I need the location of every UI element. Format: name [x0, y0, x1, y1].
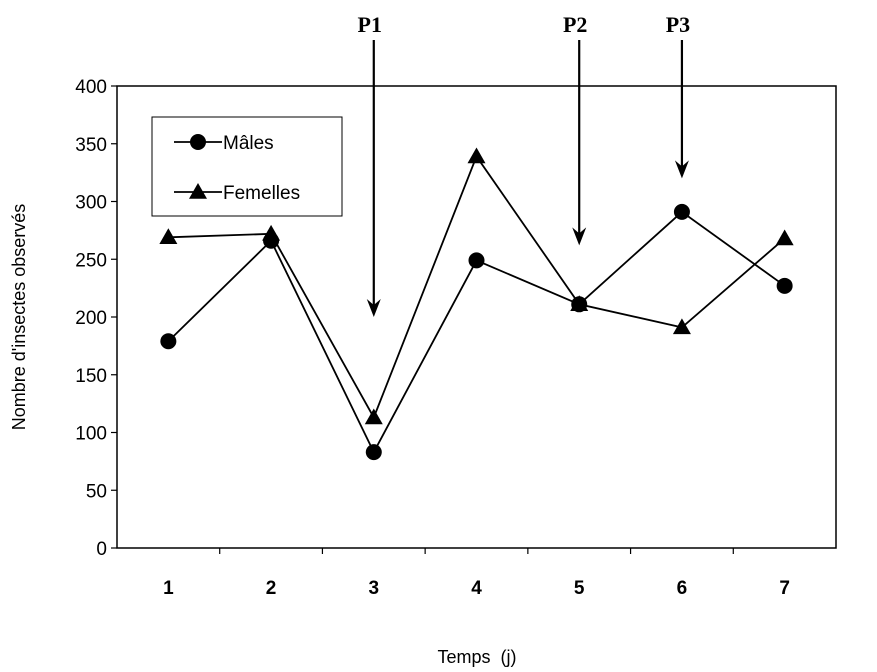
series-layer	[159, 147, 794, 461]
circle-point	[468, 252, 485, 269]
series-1	[160, 203, 793, 461]
x-axis-title: Temps (j)	[437, 647, 516, 667]
annotation-label: P2	[563, 12, 587, 37]
circle-point	[365, 444, 382, 461]
annotation-arrow-head	[674, 160, 689, 179]
legend-entry-2: Femelles	[174, 183, 300, 204]
x-tick-label: 3	[368, 578, 379, 599]
series-line	[167, 210, 786, 455]
circle-point	[673, 203, 690, 220]
y-tick-label: 400	[75, 77, 107, 98]
x-tick-label: 4	[471, 578, 482, 599]
triangle-point	[570, 295, 589, 312]
legend-circle-marker	[190, 134, 206, 150]
triangle-point	[775, 229, 794, 246]
legend: Mâles Femelles	[151, 116, 343, 217]
circle-point	[776, 277, 793, 294]
y-tick-label: 350	[75, 135, 107, 156]
x-axis: 1 2 3 4 5 6 7	[163, 548, 790, 599]
triangle-point	[364, 408, 383, 425]
annotation-layer: P1 P2 P3	[358, 12, 690, 317]
triangle-point	[672, 318, 691, 335]
legend-label: Mâles	[223, 133, 274, 154]
x-tick-label: 5	[574, 578, 585, 599]
annotation-p2: P2	[563, 12, 587, 246]
y-tick-label: 150	[75, 366, 107, 387]
y-tick-label: 200	[75, 308, 107, 329]
annotation-p1: P1	[358, 12, 382, 317]
legend-label: Femelles	[223, 183, 300, 204]
triangle-point	[159, 228, 178, 245]
y-axis: 0 50 100 150 200 250 300 350 400	[75, 77, 117, 560]
circle-point	[160, 333, 177, 350]
annotation-label: P3	[666, 12, 690, 37]
y-tick-label: 0	[96, 539, 107, 560]
y-tick-label: 250	[75, 250, 107, 271]
x-tick-label: 2	[266, 578, 277, 599]
x-tick-label: 6	[677, 578, 688, 599]
annotation-arrow-head	[572, 227, 587, 246]
triangle-point	[262, 224, 281, 241]
y-tick-label: 300	[75, 193, 107, 214]
y-tick-label: 50	[86, 481, 107, 502]
x-tick-label: 7	[779, 578, 790, 599]
series-2	[159, 147, 794, 425]
legend-triangle-marker	[189, 183, 207, 199]
triangle-point	[467, 147, 486, 164]
legend-box	[151, 116, 343, 217]
annotation-label: P1	[358, 12, 382, 37]
legend-entry-1: Mâles	[174, 133, 274, 154]
annotation-arrow-head	[366, 299, 381, 317]
annotation-p3: P3	[666, 12, 690, 179]
y-tick-label: 100	[75, 424, 107, 445]
y-axis-title: Nombre d'insectes observés	[9, 204, 29, 431]
x-tick-label: 1	[163, 578, 174, 599]
